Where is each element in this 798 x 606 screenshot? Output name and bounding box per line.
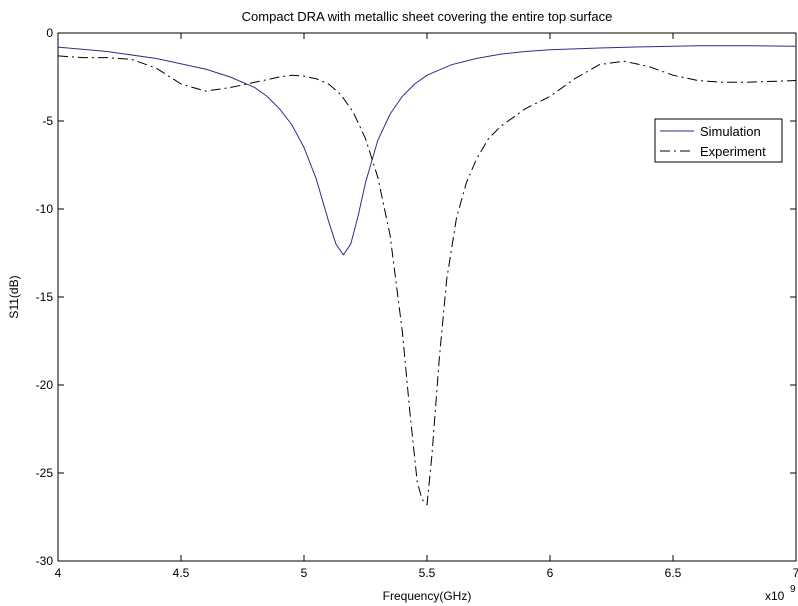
- x-exponent-base: x10: [765, 589, 785, 603]
- x-axis-label: Frequency(GHz): [383, 589, 472, 603]
- plot-area: [57, 32, 797, 562]
- x-tick-label: 7: [793, 566, 798, 580]
- y-tick-label: -10: [36, 202, 54, 216]
- legend-label-experiment: Experiment: [700, 144, 766, 159]
- series-line-experiment: [57, 55, 797, 506]
- x-tick-label: 6.5: [665, 566, 682, 580]
- y-tick-label: -20: [36, 378, 54, 392]
- y-tick-label: 0: [46, 26, 53, 40]
- chart-title: Compact DRA with metallic sheet covering…: [242, 9, 613, 24]
- y-axis: 0 -5 -10 -15 -20 -25 -30: [36, 26, 796, 568]
- x-axis: 4 4.5 5 5.5 6 6.5 7: [55, 33, 798, 580]
- y-axis-label: S11(dB): [7, 275, 21, 318]
- x-tick-label: 4.5: [173, 566, 190, 580]
- x-tick-label: 5.5: [419, 566, 436, 580]
- x-exponent: x10 9: [765, 584, 796, 603]
- x-exponent-power: 9: [790, 584, 796, 595]
- x-tick-label: 6: [547, 566, 554, 580]
- y-tick-label: -5: [42, 114, 53, 128]
- y-tick-label: -30: [36, 554, 54, 568]
- series-line-simulation: [57, 45, 797, 256]
- x-tick-label: 5: [301, 566, 308, 580]
- legend-label-simulation: Simulation: [700, 124, 761, 139]
- plot-frame: [57, 32, 797, 562]
- series-layer: [57, 45, 797, 506]
- x-tick-label: 4: [55, 566, 62, 580]
- legend-box: [654, 118, 783, 163]
- legend: Simulation Experiment: [654, 118, 783, 163]
- y-tick-label: -25: [36, 466, 54, 480]
- y-tick-label: -15: [36, 290, 54, 304]
